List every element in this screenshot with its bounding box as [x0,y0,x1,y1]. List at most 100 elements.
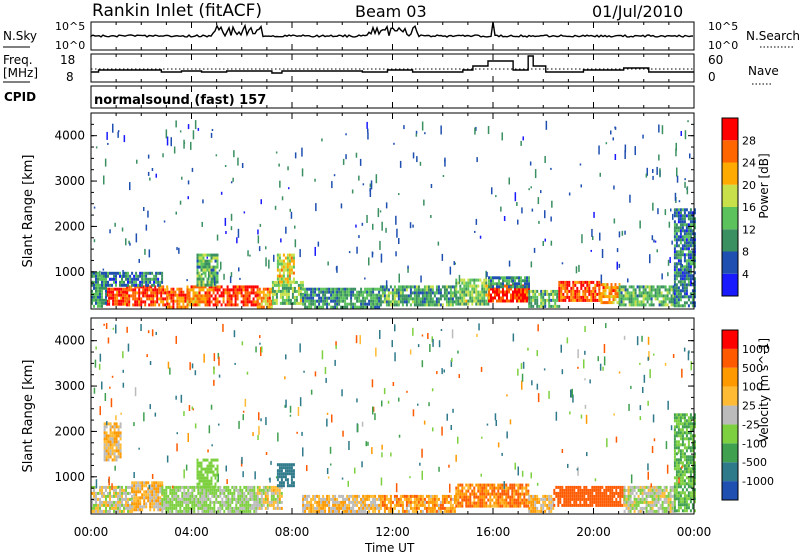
echo-cell-0-19 [636,294,639,298]
echo-cell-0-10 [278,280,281,284]
echo-cell-1-2 [201,503,204,507]
echo-cell-1-2 [243,500,246,504]
scatter-echo-0 [670,208,672,212]
echo-cell-0-13 [477,284,480,288]
echo-cell-1-3 [214,482,217,486]
echo-cell-0-17 [592,298,595,302]
echo-cell-0-7 [101,301,103,305]
echo-cell-1-11 [643,506,646,510]
echo-cell-0-18 [618,283,621,287]
echo-cell-1-10 [559,497,562,501]
echo-cell-0-9 [210,268,213,272]
echo-cell-0-9 [214,271,217,275]
echo-cell-1-1 [151,493,154,497]
echo-cell-1-8 [523,495,526,499]
echo-cell-1-12 [677,500,680,504]
scatter-echo-0 [230,213,233,221]
echo-cell-0-13 [485,287,488,291]
echo-cell-1-0 [91,509,93,513]
echo-cell-0-20 [693,271,696,275]
echo-cell-1-2 [195,500,198,504]
echo-cell-1-7 [435,509,438,513]
echo-cell-0-2 [172,293,175,297]
echo-cell-1-11 [659,485,662,489]
scatter-echo-0 [243,211,246,214]
echo-cell-0-20 [687,262,690,266]
echo-cell-1-0 [95,506,97,510]
echo-cell-0-14 [500,296,502,300]
echo-cell-0-14 [526,287,528,291]
echo-cell-1-7 [433,509,436,513]
echo-cell-0-12 [381,285,384,289]
echo-cell-0-20 [675,304,678,308]
echo-cell-0-10 [280,259,283,263]
echo-cell-1-8 [483,504,486,508]
scatter-echo-0 [176,247,178,251]
echo-cell-1-4 [264,485,267,489]
echo-cell-1-12 [683,455,686,459]
echo-cell-1-0 [107,503,109,507]
echo-cell-0-3 [200,300,203,304]
echo-cell-1-2 [175,491,178,495]
echo-cell-0-11 [378,290,381,294]
echo-cell-0-17 [592,292,595,296]
echo-cell-1-12 [683,446,686,450]
echo-cell-1-12 [673,443,676,447]
echo-cell-1-11 [633,497,636,501]
scatter-echo-0 [649,254,651,264]
echo-cell-1-5 [288,472,291,476]
echo-cell-1-2 [219,500,222,504]
echo-cell-1-8 [495,504,498,508]
echo-cell-0-20 [673,286,676,290]
echo-cell-0-1 [152,300,155,304]
echo-cell-0-11 [330,290,333,294]
echo-cell-0-6 [295,301,298,305]
echo-cell-0-11 [326,290,329,294]
echo-cell-1-0 [107,491,109,495]
echo-cell-1-6 [344,509,347,513]
echo-cell-1-10 [595,491,598,495]
echo-cell-0-13 [457,299,460,303]
echo-cell-0-14 [498,287,500,291]
freq-tick-high: 18 [60,53,75,67]
echo-cell-1-1 [145,502,148,506]
echo-cell-1-2 [185,509,188,513]
echo-cell-0-0 [116,296,119,300]
echo-cell-0-6 [271,292,274,296]
scatter-echo-0 [598,145,600,155]
echo-cell-0-12 [395,288,398,292]
echo-cell-0-19 [648,303,651,307]
echo-cell-1-10 [565,500,568,504]
echo-cell-1-0 [105,494,107,498]
echo-cell-0-8 [129,274,132,278]
echo-cell-0-18 [608,301,611,305]
echo-cell-1-2 [205,494,208,498]
echo-cell-1-10 [567,497,570,501]
echo-cell-1-7 [379,506,382,510]
echo-cell-0-7 [95,280,97,284]
echo-cell-1-11 [635,506,638,510]
echo-cell-0-11 [348,290,351,294]
echo-cell-0-20 [687,223,690,227]
echo-cell-1-1 [147,490,150,494]
echo-cell-1-2 [185,485,188,489]
echo-cell-0-11 [360,287,363,291]
echo-cell-0-3 [188,288,191,292]
echo-cell-0-20 [683,238,686,242]
echo-cell-0-11 [350,302,353,306]
scatter-echo-0 [580,184,582,188]
echo-cell-1-6 [302,509,305,513]
echo-cell-0-14 [496,293,498,297]
echo-cell-0-11 [336,302,339,306]
echo-cell-0-13 [473,287,476,291]
echo-cell-0-19 [618,288,621,292]
echo-cell-1-6 [360,509,363,513]
echo-cell-0-11 [324,293,327,297]
echo-cell-0-3 [192,300,195,304]
scatter-echo-0 [366,215,368,223]
echo-cell-0-11 [344,305,347,309]
scatter-echo-0 [290,211,293,219]
echo-cell-0-17 [586,295,589,299]
echo-cell-1-0 [123,497,125,501]
echo-cell-1-4 [278,491,281,495]
